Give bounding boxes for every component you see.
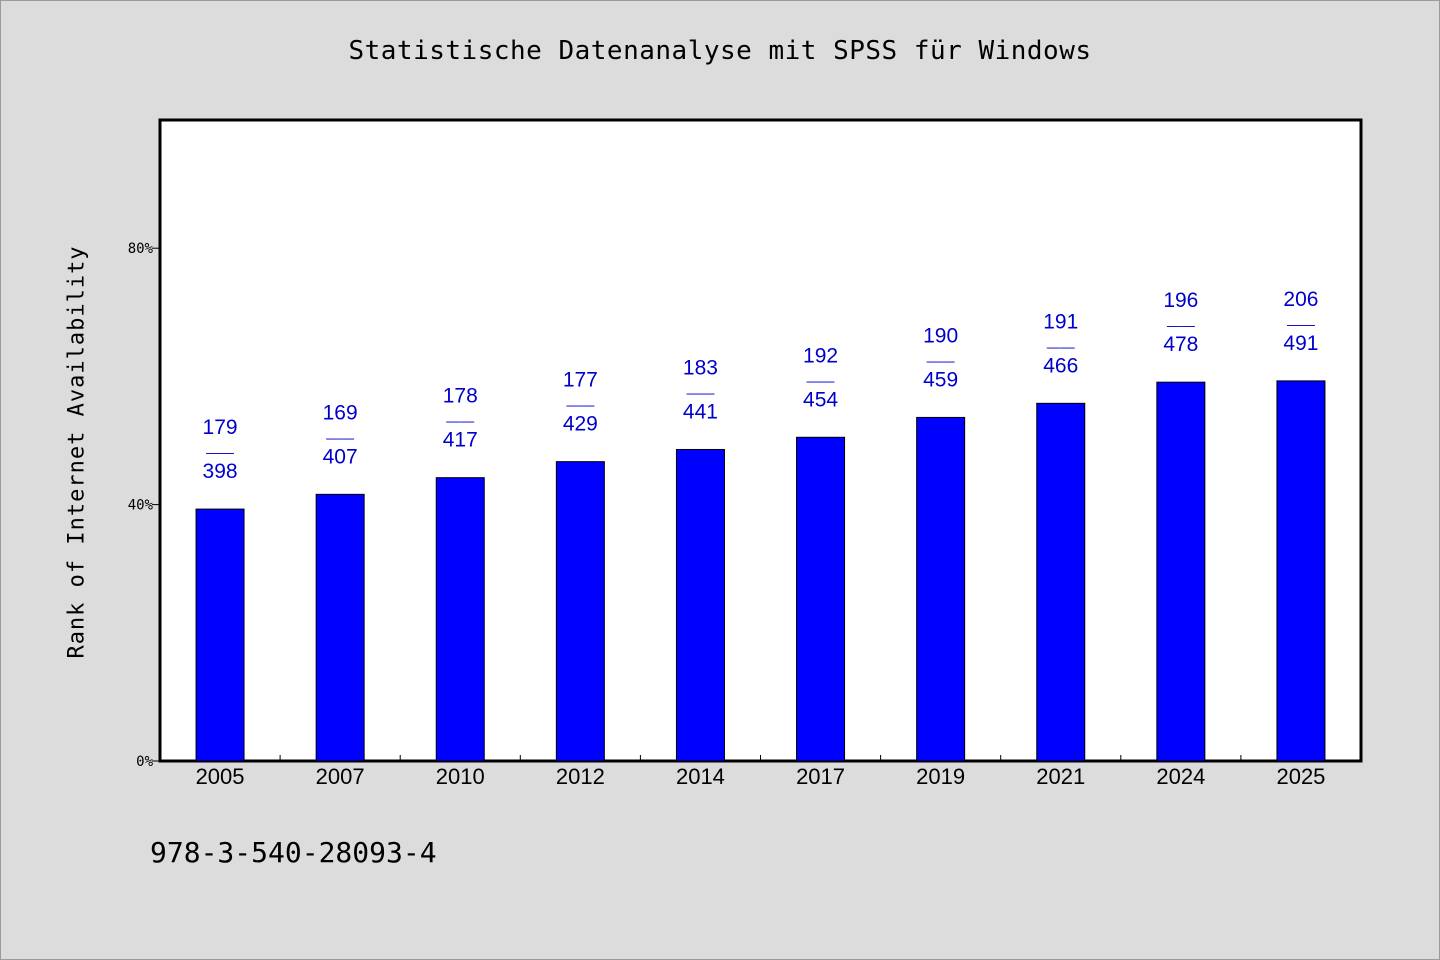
y-tick-label: 80% bbox=[128, 241, 154, 257]
x-tick-label: 2025 bbox=[1276, 764, 1325, 789]
bar bbox=[675, 448, 725, 762]
data-label-top: 206 bbox=[1283, 288, 1318, 311]
data-label-top: 183 bbox=[683, 356, 718, 379]
data-label-bottom: 441 bbox=[683, 400, 718, 423]
data-label-bottom: 466 bbox=[1043, 354, 1078, 377]
x-tick-label: 2021 bbox=[1036, 764, 1085, 789]
data-label-bottom: 478 bbox=[1163, 333, 1198, 356]
data-label-separator: —— bbox=[1287, 316, 1315, 332]
x-tick-label: 2012 bbox=[556, 764, 605, 789]
data-label-bottom: 454 bbox=[803, 388, 838, 411]
data-label-top: 196 bbox=[1163, 289, 1198, 312]
data-label-separator: —— bbox=[807, 372, 835, 388]
y-tick-label: 40% bbox=[128, 498, 154, 514]
data-label-separator: —— bbox=[206, 444, 234, 460]
data-label-bottom: 429 bbox=[563, 413, 598, 436]
x-tick-label: 2019 bbox=[916, 764, 965, 789]
data-label-separator: —— bbox=[446, 413, 474, 429]
data-label-bottom: 407 bbox=[323, 445, 358, 468]
bar-labels-group: 398——179407——169417——178429——177441——183… bbox=[203, 288, 1319, 483]
data-label-top: 178 bbox=[443, 385, 478, 408]
bar bbox=[315, 493, 365, 762]
x-axis: 2005 2007 2010 2012 2014 2017 2019 2021 2024 2025 bbox=[196, 755, 1325, 789]
bar bbox=[796, 436, 846, 762]
bar bbox=[1036, 402, 1086, 762]
isbn-text: 978-3-540-28093-4 bbox=[150, 836, 437, 869]
data-label-top: 179 bbox=[203, 416, 238, 439]
data-label-separator: —— bbox=[1047, 338, 1075, 354]
data-label-separator: —— bbox=[326, 429, 354, 445]
bar bbox=[1276, 380, 1326, 762]
bar bbox=[435, 477, 485, 762]
data-label-bottom: 459 bbox=[923, 368, 958, 391]
data-label-top: 177 bbox=[563, 369, 598, 392]
x-tick-label: 2014 bbox=[676, 764, 725, 789]
x-tick-label: 2010 bbox=[436, 764, 485, 789]
bar bbox=[916, 416, 966, 762]
data-label-top: 169 bbox=[323, 401, 358, 424]
data-label-top: 191 bbox=[1043, 310, 1078, 333]
data-label-separator: —— bbox=[686, 384, 714, 400]
data-label-separator: —— bbox=[566, 397, 594, 413]
data-label-top: 190 bbox=[923, 324, 958, 347]
bar bbox=[195, 508, 245, 762]
data-label-bottom: 491 bbox=[1283, 332, 1318, 355]
x-tick-label: 2007 bbox=[316, 764, 365, 789]
data-label-separator: —— bbox=[1167, 317, 1195, 333]
y-tick-label: 0% bbox=[136, 754, 153, 770]
bar bbox=[555, 461, 605, 762]
x-tick-label: 2005 bbox=[196, 764, 245, 789]
bar bbox=[1156, 381, 1206, 762]
x-tick-label: 2024 bbox=[1156, 764, 1205, 789]
data-label-bottom: 417 bbox=[443, 429, 478, 452]
y-axis: 0% 40% 80% bbox=[128, 241, 160, 770]
data-label-top: 192 bbox=[803, 344, 838, 367]
data-label-separator: —— bbox=[927, 352, 955, 368]
bars-group bbox=[195, 380, 1326, 762]
data-label-bottom: 398 bbox=[203, 460, 238, 483]
x-tick-label: 2017 bbox=[796, 764, 845, 789]
chart-title: Statistische Datenanalyse mit SPSS für W… bbox=[348, 36, 1092, 66]
